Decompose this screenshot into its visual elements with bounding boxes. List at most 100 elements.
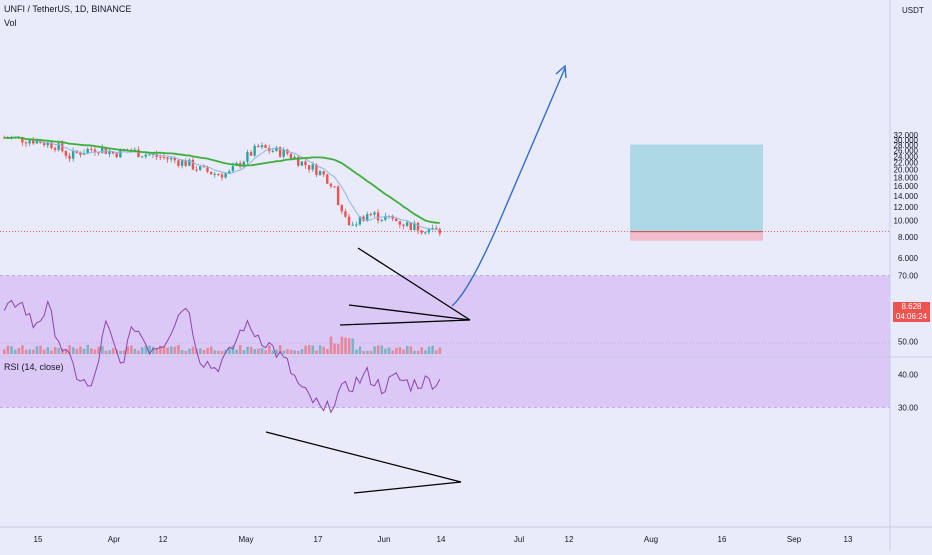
volume-bar [166, 347, 169, 354]
volume-bar [75, 348, 79, 354]
volume-bar [126, 346, 130, 354]
candle-body [413, 222, 416, 231]
candle-body [177, 160, 180, 166]
candle-body [289, 153, 293, 159]
ma-fast-line [4, 136, 441, 232]
candle-body [336, 186, 340, 206]
candle-body [315, 164, 318, 175]
candle-body [347, 216, 351, 226]
volume-bar [297, 350, 300, 354]
volume-bar [162, 346, 166, 354]
candle-body [257, 145, 260, 148]
candle-body [86, 148, 89, 153]
candle-body [246, 152, 249, 162]
candle-body [46, 142, 49, 146]
candle-body [115, 153, 118, 158]
candle-body [57, 143, 60, 150]
candle-body [340, 205, 343, 212]
volume-bar [304, 345, 307, 354]
volume-bar [376, 345, 380, 354]
volume-bar [340, 336, 344, 354]
price-tick-label: 32.000 [894, 131, 919, 140]
symbol-title: UNFI / TetherUS, 1D, BINANCE [4, 4, 132, 14]
volume-bar [366, 350, 369, 354]
candle-body [242, 161, 245, 167]
candle-body [300, 161, 304, 166]
price-tick-label: 24.000 [894, 152, 919, 161]
volume-bar [289, 349, 293, 354]
candle-body [427, 229, 431, 233]
candle-body [32, 140, 35, 144]
volume-bar [333, 343, 336, 354]
time-tick-label: Apr [108, 535, 121, 544]
volume-bar [409, 346, 413, 354]
candle-body [438, 229, 441, 234]
candle-body [184, 160, 187, 166]
price-tick-label: 12.000 [894, 203, 919, 212]
volume-bar [336, 344, 340, 354]
candle-body [202, 166, 206, 168]
candle-body [431, 228, 434, 230]
volume-bar [202, 350, 206, 354]
candle-body [195, 169, 198, 171]
price-tick-label: 22.000 [894, 159, 919, 168]
volume-bar [257, 348, 260, 354]
volume-bar [220, 350, 224, 354]
rsi-tick-label: 50.00 [898, 338, 919, 347]
volume-bar [53, 347, 57, 354]
volume-bar [391, 350, 395, 354]
volume-bar [155, 348, 159, 354]
stop-zone [630, 231, 763, 241]
volume-bar [264, 350, 267, 354]
volume-bar [184, 350, 188, 354]
volume-bar [140, 347, 144, 354]
candle-body [35, 140, 39, 144]
volume-bar [271, 350, 275, 354]
time-tick-label: 15 [34, 535, 43, 544]
candle-body [28, 140, 31, 144]
rsi-line [3, 299, 441, 414]
volume-bar [235, 349, 238, 354]
candle-body [366, 214, 369, 221]
wedge-line-3 [339, 319, 471, 326]
volume-bar [13, 349, 17, 354]
candle-body [220, 174, 224, 178]
volume-bar [79, 346, 82, 354]
volume-bar [275, 349, 278, 354]
price-tick-label: 20.000 [894, 166, 919, 175]
volume-bar [206, 347, 209, 354]
volume-bar [86, 345, 90, 354]
time-tick-label: 12 [565, 535, 574, 544]
time-tick-label: 17 [314, 535, 323, 544]
volume-bar [267, 345, 271, 354]
time-tick-label: 12 [159, 535, 168, 544]
candle-body [199, 166, 202, 170]
volume-bar [413, 350, 416, 354]
volume-bar [130, 345, 133, 354]
candle-body [398, 221, 402, 225]
time-tick-label: Jul [514, 535, 524, 544]
volume-bar [199, 348, 202, 354]
volume-bar [424, 350, 427, 354]
last-price-tag: 8.628 [893, 302, 930, 312]
volume-bar [395, 347, 398, 354]
candle-body [405, 222, 409, 226]
candle-body [416, 222, 420, 231]
volume-bar [431, 345, 434, 354]
volume-bar [398, 347, 402, 354]
volume-bar [32, 349, 35, 354]
volume-bar [380, 345, 384, 354]
volume-bar [329, 336, 333, 354]
candle-body [155, 153, 158, 157]
candle-body [101, 147, 104, 153]
candle-body [282, 149, 285, 157]
ma-slow-line [4, 136, 440, 224]
volume-bar [293, 350, 296, 354]
candle-body [351, 224, 354, 226]
volume-bar [315, 350, 318, 354]
time-tick-label: 13 [844, 535, 853, 544]
volume-bar [238, 345, 242, 354]
candle-body [326, 174, 329, 184]
volume-bar [318, 345, 322, 354]
